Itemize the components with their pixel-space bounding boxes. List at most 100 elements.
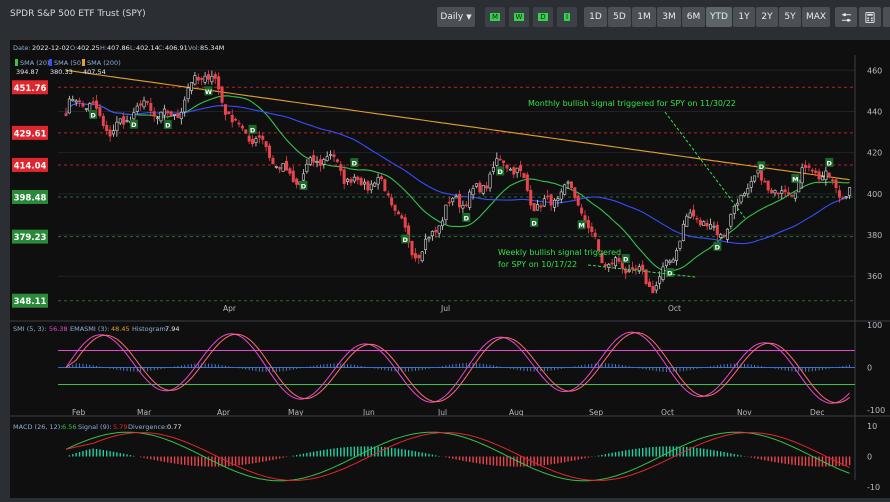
candle-body [108, 129, 112, 137]
info-high-value: 407.86 [107, 44, 130, 52]
candle-body [220, 86, 224, 103]
candle-body [64, 113, 68, 116]
candle-body [373, 182, 377, 187]
macd-panel: -10 0 10 [10, 415, 890, 492]
candle-body [325, 156, 329, 161]
candle-body [722, 235, 726, 237]
candle-body [217, 76, 221, 90]
settings-icon[interactable] [835, 7, 857, 27]
price-tick-label: 400 [867, 190, 882, 199]
range-button-5y[interactable]: 5Y [779, 7, 801, 27]
price-tick-label: 360 [867, 272, 882, 281]
info-high-label: H: [100, 44, 107, 52]
candle-body [417, 254, 421, 259]
signal-d-button[interactable]: D [533, 7, 553, 27]
range-button-ytd[interactable]: YTD [706, 7, 732, 27]
candle-body [203, 75, 207, 83]
candle-body [352, 176, 356, 182]
signal-marker [462, 212, 471, 222]
candle-body [617, 257, 621, 262]
candle-body [291, 170, 295, 183]
candle-body [268, 145, 272, 158]
signal-marker-label: D [90, 111, 96, 119]
range-button-1m[interactable]: 1M [632, 7, 656, 27]
candle-body [817, 171, 821, 180]
candle-body [369, 183, 373, 191]
candle-body [173, 114, 177, 116]
signal-marker [496, 166, 505, 176]
range-button-6m[interactable]: 6M [682, 7, 705, 27]
candle-body [329, 154, 333, 156]
range-button-1y[interactable]: 1Y [733, 7, 755, 27]
candle-body [420, 251, 424, 262]
ema-smi-legend-label: EMASMI (3): [70, 325, 109, 333]
sma-200-line [65, 69, 850, 181]
candle-body [288, 168, 292, 174]
candle-body [142, 100, 146, 108]
signal-marker [665, 268, 674, 278]
candle-body [542, 198, 546, 207]
range-button-3m[interactable]: 3M [657, 7, 681, 27]
candle-body [481, 185, 485, 194]
level-badge [12, 229, 48, 244]
candle-body [580, 207, 584, 214]
candle-body [162, 108, 166, 116]
info-low-label: L: [130, 44, 136, 52]
candle-body [664, 259, 668, 266]
smi-legend-label: SMI (5, 3): [13, 325, 46, 333]
range-button-2y[interactable]: 2Y [756, 7, 778, 27]
annotations: Monthly bullish signal triggered for SPY… [498, 99, 746, 278]
interval-dropdown[interactable]: Daily ▼ [437, 7, 475, 27]
candle-body [366, 181, 370, 191]
candle-body [719, 234, 723, 238]
candle-body [688, 212, 692, 218]
candle-body [525, 174, 529, 191]
signal-m-button[interactable]: M [485, 7, 505, 27]
signal-marker-label: D [531, 219, 537, 227]
candle-body [437, 225, 441, 234]
signal-marker [248, 124, 257, 134]
candle-body [464, 204, 468, 207]
candle-body [111, 130, 115, 135]
candle-body [451, 198, 455, 203]
candle-body [603, 264, 607, 267]
range-button-5d[interactable]: 5D [608, 7, 631, 27]
candle-body [729, 214, 733, 227]
lower-month-label: May [288, 408, 304, 417]
level-badge [12, 189, 48, 204]
sma-legend-value: 407.54 [83, 68, 106, 76]
range-button-max[interactable]: MAX [802, 7, 830, 27]
candle-body [807, 165, 811, 168]
signal-i-button[interactable]: I [557, 7, 577, 27]
candle-body [654, 285, 658, 291]
calculator-icon[interactable] [859, 7, 881, 27]
candle-body [770, 189, 774, 194]
candle-body [271, 158, 275, 165]
candle-body [230, 115, 234, 123]
candle-body [247, 135, 251, 142]
signal-marker-label: D [827, 159, 833, 167]
info-vol-label: Vol: [188, 44, 200, 52]
signal-marker [299, 180, 308, 190]
chart-title: SPDR S&P 500 ETF Trust (SPY) [10, 9, 146, 19]
divergence-legend-value: 0.77 [167, 423, 181, 431]
signal-marker [163, 119, 172, 129]
candle-body [349, 179, 353, 183]
signal-marker-label: W [205, 88, 212, 96]
candle-body [156, 117, 160, 120]
legends: Date: 2022-12-02 O: 402.25 H: 407.86 L: 402.14 C… [13, 44, 224, 431]
candle-body [444, 204, 448, 221]
upper-month-label: Apr [223, 304, 237, 313]
lower-month-label: Dec [810, 408, 825, 417]
candle-body [552, 199, 556, 208]
top-toolbar: SPDR S&P 500 ETF Trust (SPY) Daily ▼ M W … [0, 0, 890, 38]
sma-legend-label: SMA (50) [54, 59, 84, 67]
range-button-1d[interactable]: 1D [584, 7, 607, 27]
candle-body [495, 158, 499, 166]
candle-body [593, 232, 597, 237]
candle-body [668, 260, 672, 264]
fullscreen-icon[interactable] [883, 7, 890, 27]
smi-legend-value: 56.38 [49, 325, 68, 333]
signal-w-button[interactable]: W [509, 7, 529, 27]
